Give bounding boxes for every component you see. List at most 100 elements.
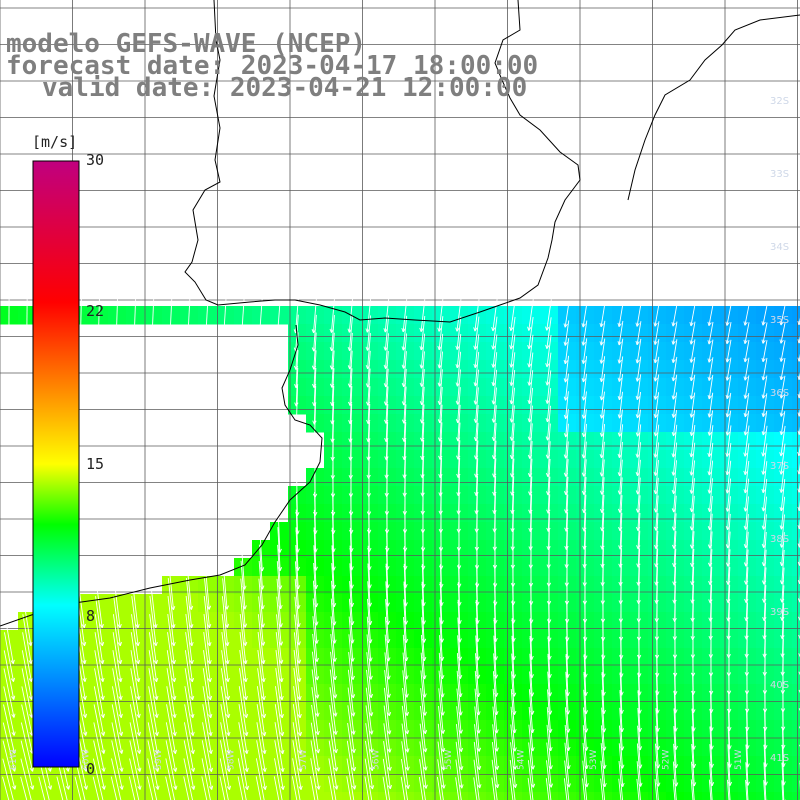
wind-arrow [600,778,604,800]
field-cell [792,738,800,757]
wind-arrow [725,304,732,326]
field-cell [792,576,800,595]
wind-arrow [563,373,569,401]
wind-arrow [2,740,17,790]
wind-arrow [779,443,786,475]
wind-arrow [491,298,498,332]
wind-arrow [201,758,211,800]
wind-arrow [167,614,176,665]
wind-arrow [328,758,337,800]
wind-arrow [545,334,552,368]
wind-arrow [20,776,28,800]
wind-arrow [94,668,105,718]
wind-arrow [382,758,391,800]
wind-arrow [130,632,141,683]
field-cell [540,792,559,800]
wind-arrow [311,669,320,717]
field-cell [792,486,800,505]
wind-arrow [617,303,624,327]
wind-arrow [328,776,334,800]
wind-arrow [292,758,301,800]
colorbar-tick-22: 22 [86,302,104,320]
lon-label-61W: 61W [9,750,19,770]
wind-arrow [509,334,516,368]
wind-arrow [329,705,338,754]
wind-arrow [365,740,375,790]
wind-arrow [220,686,231,737]
wind-arrow [653,374,660,400]
field-cell [0,792,19,800]
wind-arrow [275,650,284,701]
wind-arrow [727,762,731,800]
wind-arrow [437,723,446,771]
wind-arrow [95,596,105,647]
wind-arrow [617,356,624,382]
wind-arrow [310,740,321,790]
wind-arrow [779,461,786,493]
wind-arrow [636,761,641,800]
colorbar: [m/s] 30 22 15 8 0 [32,133,104,778]
wind-arrow [93,740,106,790]
field-cell [306,792,325,800]
wind-arrow [491,742,500,789]
field-cell [792,450,800,469]
wind-arrow [148,686,159,736]
wind-arrow [94,650,105,701]
wind-arrow [599,338,606,364]
wind-arrow [689,410,696,436]
wind-arrow [563,338,570,365]
wind-arrow [220,704,231,755]
field-cell [36,792,55,800]
colorbar-tick-15: 15 [86,455,104,473]
wind-arrow [797,574,800,585]
wind-arrow [183,740,196,790]
wind-arrow [113,578,122,629]
wind-arrow [671,356,678,382]
wind-arrow [725,392,732,418]
field-cell [792,684,800,703]
field-cell [504,792,523,800]
wind-arrow [581,338,588,364]
field-cell [792,630,800,649]
wind-arrow [239,668,249,719]
wind-arrow [238,740,249,790]
wind-arrow [2,776,10,800]
wind-arrow [2,758,14,800]
wind-arrow [582,778,586,800]
wind-arrow [221,650,231,701]
wind-arrow [110,776,118,800]
wind-arrow [219,776,226,800]
wind-arrow [239,632,248,683]
wind-arrow [275,296,281,334]
wind-arrow [671,321,678,345]
field-cell [792,720,800,739]
wind-arrow [186,295,191,335]
wind-arrow [20,758,32,800]
field-cell [792,756,800,775]
wind-arrow [743,443,750,475]
wind-arrow [148,632,159,683]
wind-arrow [781,780,784,800]
wind-arrow [149,596,158,647]
wind-arrow [294,385,299,425]
wind-arrow [148,650,159,701]
wind-arrow [545,778,550,800]
field-cell [360,792,379,800]
wind-arrow [599,373,606,401]
wind-arrow [689,339,696,363]
wind-arrow [3,668,16,718]
wind-arrow [635,356,642,382]
wind-arrow [167,632,177,683]
wind-arrow [708,779,712,800]
wind-arrow [383,741,393,790]
lon-label-54W: 54W [517,750,527,770]
coastline-uruguay [184,0,581,323]
wind-arrow [671,392,678,418]
wind-arrow [3,704,16,754]
field-cell [792,432,800,451]
wind-arrow [3,650,16,700]
field-cell [720,792,739,800]
wind-arrow [437,777,442,800]
wind-arrow [114,295,119,336]
wind-arrow [761,357,768,381]
